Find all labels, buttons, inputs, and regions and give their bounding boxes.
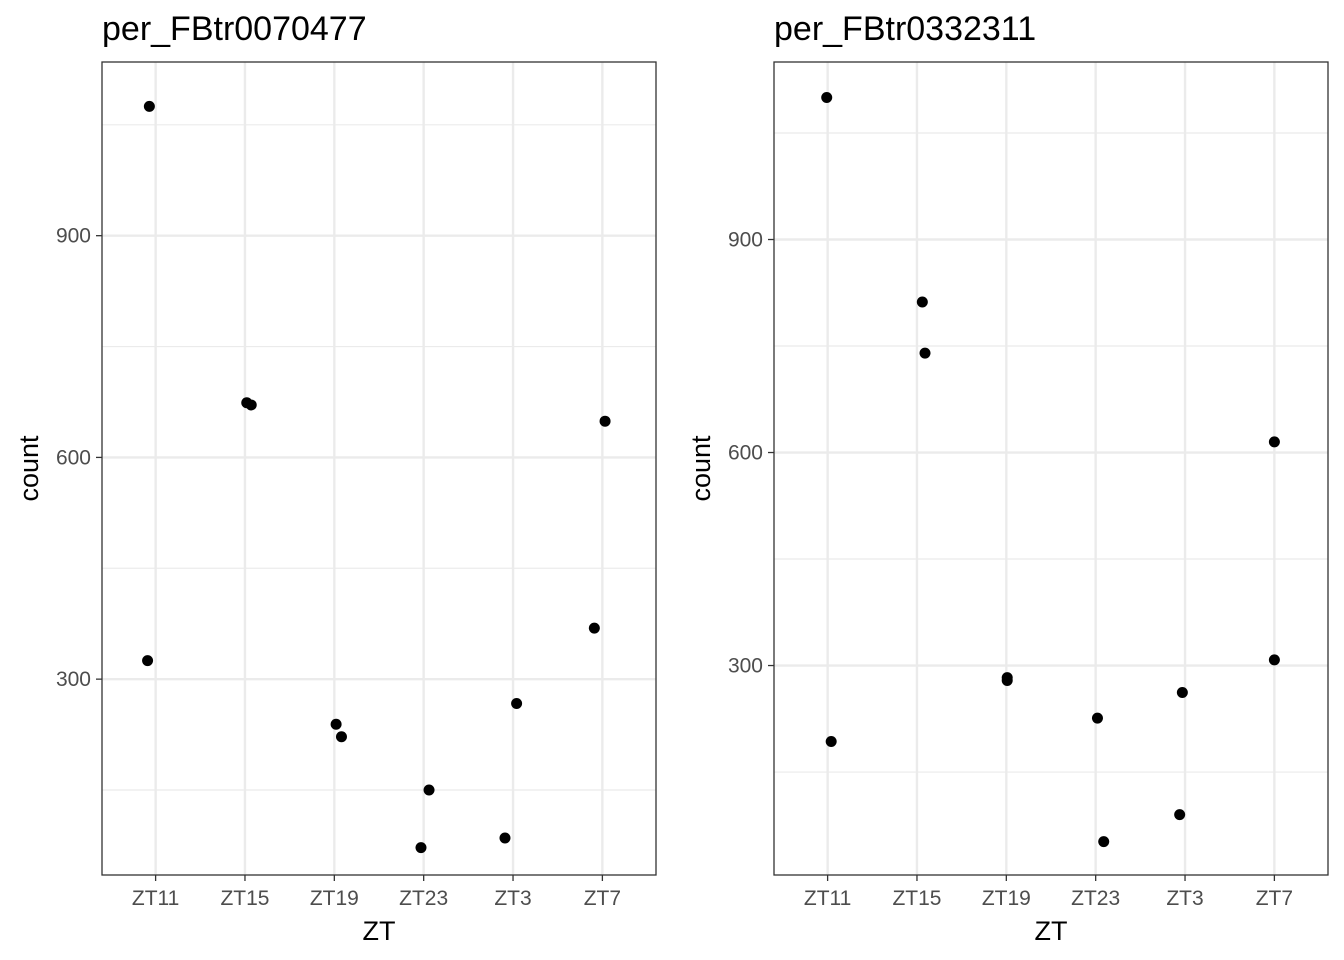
data-point	[1091, 712, 1103, 724]
x-axis-title: ZT	[363, 916, 396, 946]
y-tick-label: 300	[56, 668, 91, 691]
data-point	[1176, 687, 1188, 699]
x-tick-label: ZT3	[1166, 887, 1203, 910]
x-tick-label: ZT11	[132, 887, 179, 910]
x-tick-label: ZT7	[1256, 887, 1293, 910]
panel-border	[101, 61, 657, 876]
panel-border	[773, 61, 1329, 876]
data-point	[1001, 674, 1013, 686]
data-point	[1098, 836, 1110, 848]
y-axis-title: count	[686, 435, 716, 502]
data-point	[1268, 436, 1280, 448]
y-axis-title: count	[14, 435, 44, 502]
data-point	[1268, 654, 1280, 666]
y-tick-label: 300	[728, 655, 763, 678]
data-point	[335, 731, 347, 743]
panel-2: 300 600 900 ZT11 ZT15 ZT19 ZT23 ZT3 ZT7 per_FBtr0…	[686, 10, 1329, 946]
x-axis-title: ZT	[1035, 916, 1068, 946]
data-point	[599, 415, 611, 427]
y-tick-label: 600	[728, 442, 763, 465]
x-tick-label: ZT23	[399, 887, 448, 910]
data-point	[142, 655, 154, 667]
data-point	[919, 347, 931, 359]
data-point	[821, 92, 833, 104]
y-tick-label: 900	[728, 229, 763, 252]
plot-background	[102, 62, 656, 875]
data-point	[1174, 809, 1186, 821]
x-tick-label: ZT3	[494, 887, 531, 910]
data-point	[245, 399, 257, 411]
panel-title: per_FBtr0332311	[774, 10, 1036, 48]
data-point	[825, 736, 837, 748]
panel-title: per_FBtr0070477	[102, 10, 367, 48]
data-point	[588, 622, 600, 634]
x-tick-label: ZT15	[220, 887, 269, 910]
data-point	[499, 832, 511, 844]
y-tick-label: 900	[56, 225, 91, 248]
x-tick-label: ZT19	[310, 887, 359, 910]
data-point	[415, 842, 427, 854]
x-tick-label: ZT19	[982, 887, 1031, 910]
x-tick-label: ZT15	[892, 887, 941, 910]
panel-1: 300 600 900 ZT11 ZT15 ZT19 ZT23 ZT3 ZT7 per_FBtr0…	[14, 10, 657, 946]
x-tick-label: ZT7	[584, 887, 621, 910]
plot-background	[774, 62, 1328, 875]
x-tick-label: ZT11	[804, 887, 851, 910]
data-point	[143, 100, 155, 112]
data-point	[511, 698, 523, 710]
data-point	[423, 784, 435, 796]
y-tick-label: 600	[56, 446, 91, 469]
data-point	[916, 296, 928, 308]
data-point	[330, 718, 342, 730]
x-tick-label: ZT23	[1071, 887, 1120, 910]
